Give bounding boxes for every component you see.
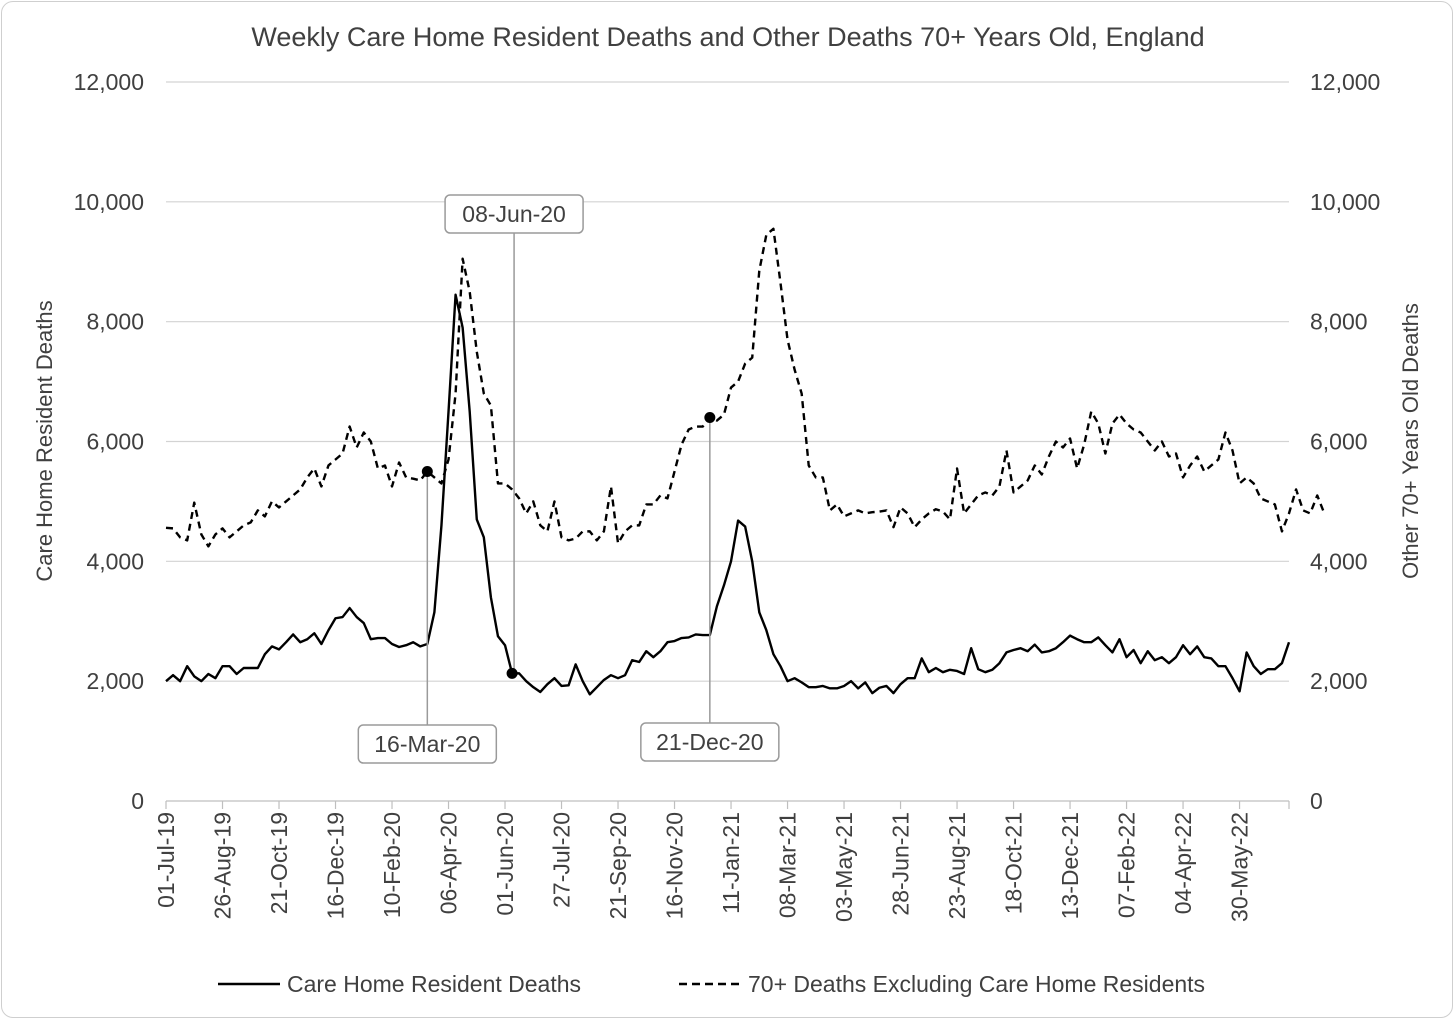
y2-tick-label: 0: [1310, 788, 1323, 814]
gridlines: [166, 81, 1289, 682]
y-tick-label: 6,000: [86, 429, 144, 455]
callouts: 16-Mar-20 08-Jun-20 21-Dec-20: [357, 194, 780, 764]
x-tick-label: 10-Feb-20: [379, 812, 405, 918]
series-care-home-line: [165, 293, 1291, 696]
callout-box: [640, 722, 780, 762]
y2-tick-label: 6,000: [1310, 429, 1368, 455]
x-tick-label: 13-Dec-21: [1057, 812, 1083, 919]
x-tick-label: 21-Oct-19: [266, 812, 292, 914]
x-tick-label: 11-Jan-21: [718, 812, 744, 914]
callout-box: [444, 194, 584, 234]
callout-marker: [421, 465, 433, 477]
y2-tick-label: 12,000: [1310, 69, 1380, 95]
legend-label-70plus: 70+ Deaths Excluding Care Home Residents: [748, 971, 1205, 997]
y-axis-title: Care Home Resident Deaths: [32, 300, 57, 581]
y-tick-label: 12,000: [74, 69, 144, 95]
callout-label: 16-Mar-20: [374, 731, 480, 757]
callout-box: [357, 724, 498, 764]
x-tick-label: 18-Oct-21: [1001, 812, 1027, 914]
x-tick-label: 16-Nov-20: [662, 812, 688, 919]
y2-tick-label: 10,000: [1310, 189, 1380, 215]
y2-tick-label: 2,000: [1310, 668, 1368, 694]
y2-axis-title: Other 70+ Years Old Deaths: [1398, 303, 1423, 579]
y-tick-label: 10,000: [74, 189, 144, 215]
y-tick-label: 2,000: [86, 668, 144, 694]
y-tick-label: 8,000: [86, 309, 144, 335]
x-tick-label: 04-Apr-22: [1170, 812, 1196, 914]
x-tick-label: 06-Apr-20: [436, 812, 462, 914]
series-70plus-line: [165, 227, 1326, 548]
x-tick-label: 23-Aug-21: [944, 812, 970, 919]
series-lines: [165, 227, 1326, 696]
callout-marker: [506, 667, 518, 679]
callout-label: 21-Dec-20: [656, 729, 763, 755]
x-tick-label: 21-Sep-20: [605, 812, 631, 919]
chart-title: Weekly Care Home Resident Deaths and Oth…: [251, 22, 1204, 52]
y-tick-label: 4,000: [86, 548, 144, 574]
x-tick-label: 08-Mar-21: [775, 812, 801, 918]
callout-label: 08-Jun-20: [462, 201, 566, 227]
x-tick-label: 03-May-21: [831, 812, 857, 922]
axes: 0 0 2,000 2,000 4,000 4,000 6,000 6,000 8,000 8,0…: [74, 69, 1381, 922]
y-tick-label: 0: [131, 788, 144, 814]
x-tick-label: 28-Jun-21: [888, 812, 914, 916]
y2-tick-label: 4,000: [1310, 548, 1368, 574]
x-tick-label: 30-May-22: [1227, 812, 1253, 922]
x-tick-label: 01-Jun-20: [492, 812, 518, 916]
x-tick-label: 27-Jul-20: [549, 812, 575, 908]
x-tick-label: 07-Feb-22: [1114, 812, 1140, 918]
x-tick-label: 26-Aug-19: [210, 812, 236, 919]
x-tick-label: 01-Jul-19: [153, 812, 179, 908]
x-tick-label: 16-Dec-19: [323, 812, 349, 919]
legend: Care Home Resident Deaths 70+ Deaths Exc…: [218, 971, 1205, 997]
legend-label-care-home: Care Home Resident Deaths: [287, 971, 581, 997]
callout-marker: [704, 412, 716, 424]
y2-tick-label: 8,000: [1310, 309, 1368, 335]
